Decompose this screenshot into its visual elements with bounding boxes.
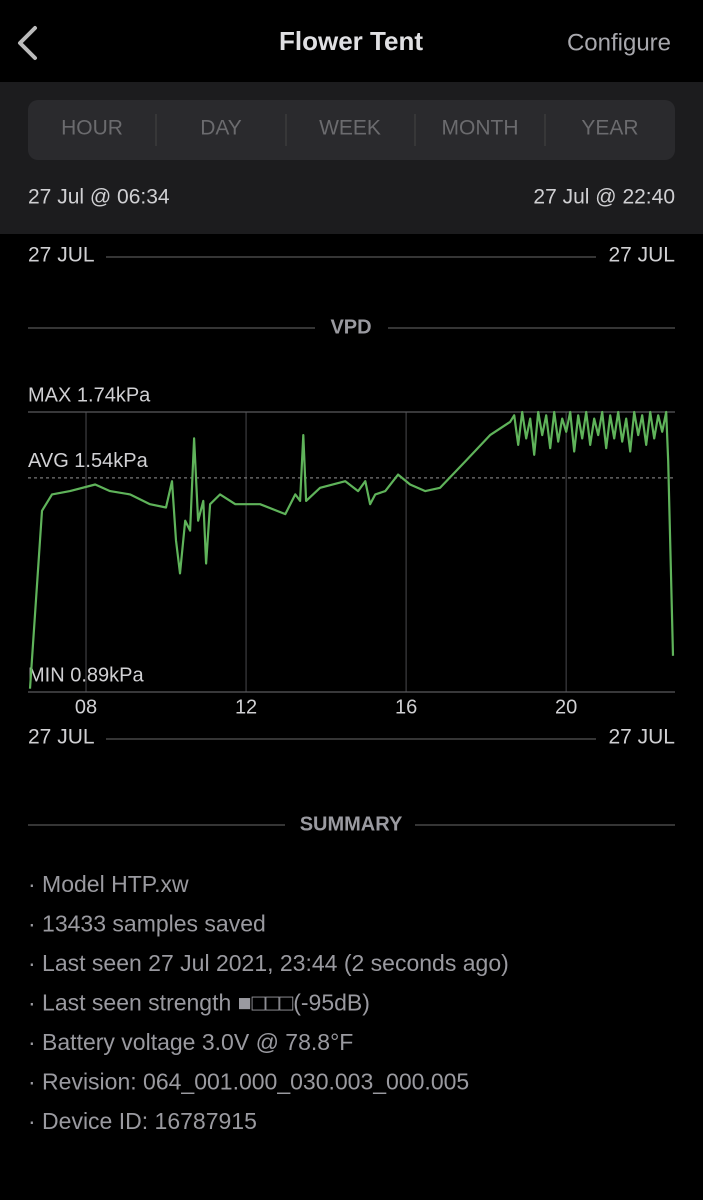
y-tick-label: AVG 1.54kPa bbox=[28, 450, 149, 472]
date-label: 27 JUL bbox=[608, 726, 675, 749]
date-label: 27 JUL bbox=[28, 244, 95, 267]
date-label: 27 JUL bbox=[28, 726, 95, 749]
summary-list: · Model HTP.xw · 13433 samples saved · Las… bbox=[28, 871, 509, 1134]
x-tick-label: 12 bbox=[235, 696, 257, 718]
x-tick-label: 08 bbox=[75, 696, 97, 718]
tab[interactable]: DAY bbox=[200, 117, 242, 140]
summary-item: · Battery voltage 3.0V @ 78.8°F bbox=[28, 1029, 353, 1055]
summary-item: · Last seen 27 Jul 2021, 23:44 (2 second… bbox=[28, 950, 509, 976]
plot: 08 12 16 20 MAX 1.74kPa AVG 1.54kPa MIN 0.89kP… bbox=[28, 384, 675, 718]
summary-item: · 13433 samples saved bbox=[28, 911, 266, 937]
summary-item: · Revision: 064_001.000_030.003_000.005 bbox=[28, 1069, 469, 1095]
tab[interactable]: YEAR bbox=[581, 117, 638, 140]
tab[interactable]: WEEK bbox=[319, 117, 381, 140]
configure-button[interactable]: Configure bbox=[567, 29, 671, 56]
y-tick-label: MIN 0.89kPa bbox=[28, 664, 144, 686]
data-line bbox=[28, 410, 675, 689]
range-end: 27 Jul @ 22:40 bbox=[533, 186, 675, 209]
x-tick-label: 20 bbox=[555, 696, 577, 718]
range-start: 27 Jul @ 06:34 bbox=[28, 186, 170, 209]
chart-title: VPD bbox=[330, 316, 371, 338]
x-tick-label: 16 bbox=[395, 696, 417, 718]
page-title: Flower Tent bbox=[279, 26, 423, 56]
y-tick-label: MAX 1.74kPa bbox=[28, 384, 151, 406]
tab-bar bbox=[28, 100, 675, 160]
summary-item: · Device ID: 16787915 bbox=[28, 1108, 257, 1134]
summary-title: SUMMARY bbox=[300, 813, 403, 835]
back-button[interactable] bbox=[18, 26, 37, 60]
tab[interactable]: HOUR bbox=[61, 117, 123, 140]
summary-item: · Last seen strength ■□□□(-95dB) bbox=[28, 990, 370, 1016]
date-label: 27 JUL bbox=[608, 244, 675, 267]
summary-item: · Model HTP.xw bbox=[28, 871, 189, 897]
tab[interactable]: MONTH bbox=[442, 117, 519, 140]
